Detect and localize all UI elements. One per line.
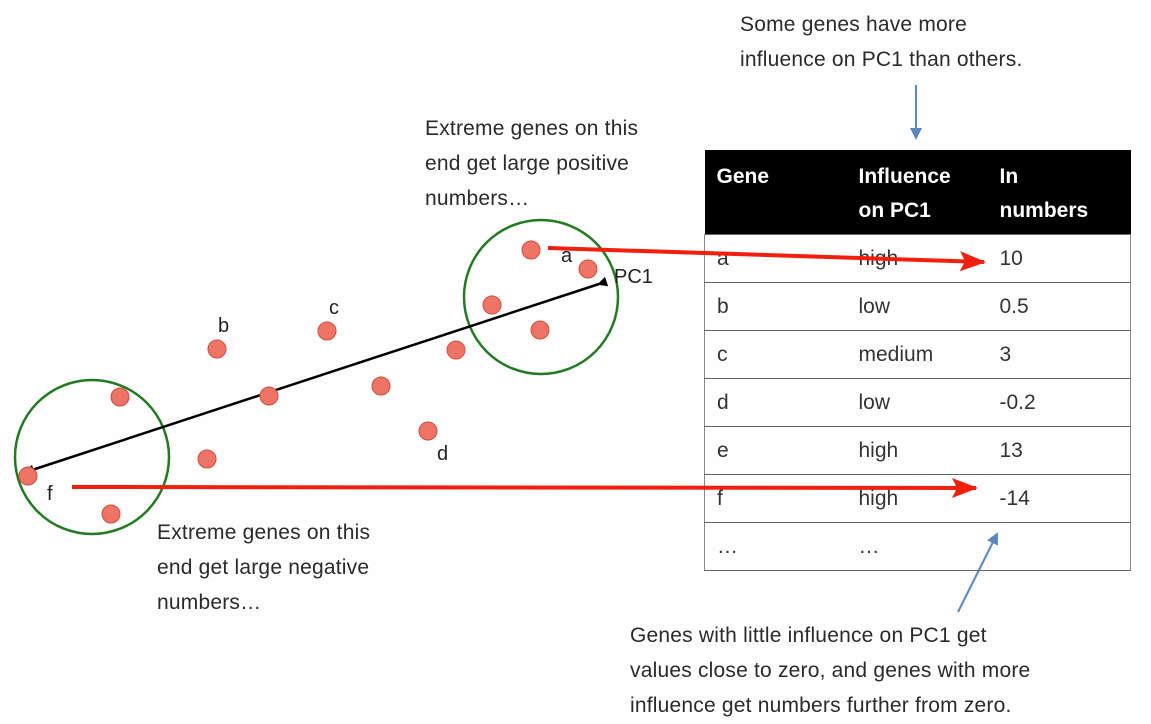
cell-gene: f bbox=[704, 474, 847, 523]
gene-point bbox=[101, 504, 121, 524]
negative-end-cluster-circle bbox=[13, 378, 171, 536]
header-gene: Gene bbox=[704, 150, 847, 235]
gene-point-d bbox=[418, 421, 438, 441]
gene-influence-table: Gene Influence on PC1 In numbers a high 10… bbox=[704, 150, 1131, 571]
header-numbers: In numbers bbox=[987, 150, 1131, 235]
header-text: Influence bbox=[858, 165, 951, 188]
header-text: on PC1 bbox=[858, 199, 931, 222]
header-text: Gene bbox=[716, 165, 770, 188]
cell-gene: a bbox=[704, 234, 847, 283]
gene-point bbox=[259, 386, 279, 406]
negative-end-note: Extreme genes on this end get large nega… bbox=[157, 515, 370, 620]
cell-gene: d bbox=[704, 378, 847, 427]
cell-number: -0.2 bbox=[987, 378, 1131, 427]
gene-point bbox=[530, 320, 550, 340]
header-text: numbers bbox=[999, 199, 1089, 222]
gene-points bbox=[18, 240, 598, 524]
gene-label-c: c bbox=[329, 297, 339, 319]
gene-point-f bbox=[18, 466, 38, 486]
gene-label-b: b bbox=[218, 315, 229, 337]
gene-point bbox=[482, 295, 502, 315]
cell-number bbox=[987, 522, 1131, 571]
note-line: end get large positive bbox=[425, 152, 630, 175]
table-row: b low 0.5 bbox=[704, 282, 1131, 331]
table-row: d low -0.2 bbox=[704, 378, 1131, 427]
cell-influence: medium bbox=[846, 330, 988, 379]
gene-point bbox=[110, 387, 130, 407]
cell-influence: high bbox=[846, 474, 988, 523]
gene-point-a bbox=[521, 240, 541, 260]
table-row: c medium 3 bbox=[704, 330, 1131, 379]
cell-gene: e bbox=[704, 426, 847, 475]
cell-number: 10 bbox=[987, 234, 1131, 283]
table-row: a high 10 bbox=[704, 234, 1131, 283]
table-row: f high -14 bbox=[704, 474, 1131, 523]
table-row: … … bbox=[704, 522, 1131, 571]
gene-point bbox=[197, 449, 217, 469]
cell-number: 0.5 bbox=[987, 282, 1131, 331]
cell-gene: … bbox=[704, 522, 847, 571]
note-line: Extreme genes on this bbox=[425, 117, 639, 140]
header-influence: Influence on PC1 bbox=[846, 150, 988, 235]
zero-influence-note: Genes with little influence on PC1 get v… bbox=[630, 618, 1030, 723]
positive-end-note: Extreme genes on this end get large posi… bbox=[425, 111, 638, 216]
gene-label-f: f bbox=[47, 483, 53, 505]
pc1-axis-arrow bbox=[24, 276, 609, 475]
gene-point-c bbox=[317, 321, 337, 341]
influence-note: Some genes have more influence on PC1 th… bbox=[740, 7, 1022, 77]
cell-influence: low bbox=[846, 282, 988, 331]
cell-influence: … bbox=[846, 522, 988, 571]
gene-point-b bbox=[207, 339, 227, 359]
cell-gene: c bbox=[704, 330, 847, 379]
cell-influence: low bbox=[846, 378, 988, 427]
cell-number: -14 bbox=[987, 474, 1131, 523]
note-line: Some genes have more bbox=[740, 13, 967, 36]
cell-influence: high bbox=[846, 426, 988, 475]
cell-number: 3 bbox=[987, 330, 1131, 379]
table-row: e high 13 bbox=[704, 426, 1131, 475]
note-line: numbers… bbox=[425, 187, 530, 210]
cell-gene: b bbox=[704, 282, 847, 331]
note-line: end get large negative bbox=[157, 556, 370, 579]
note-line: Genes with little influence on PC1 get bbox=[630, 624, 987, 647]
gene-point bbox=[371, 376, 391, 396]
note-line: influence get numbers further from zero. bbox=[630, 694, 1012, 717]
cell-influence: high bbox=[846, 234, 988, 283]
gene-point bbox=[578, 259, 598, 279]
table-header-row: Gene Influence on PC1 In numbers bbox=[704, 150, 1131, 235]
note-line: numbers… bbox=[157, 591, 262, 614]
note-line: values close to zero, and genes with mor… bbox=[630, 659, 1031, 682]
gene-label-d: d bbox=[437, 443, 448, 465]
gene-label-a: a bbox=[561, 245, 573, 267]
cell-number: 13 bbox=[987, 426, 1131, 475]
pc1-axis-label: PC1 bbox=[614, 266, 653, 288]
gene-point bbox=[446, 340, 466, 360]
note-line: influence on PC1 than others. bbox=[740, 48, 1023, 71]
note-line: Extreme genes on this bbox=[157, 521, 371, 544]
header-text: In bbox=[999, 165, 1019, 188]
